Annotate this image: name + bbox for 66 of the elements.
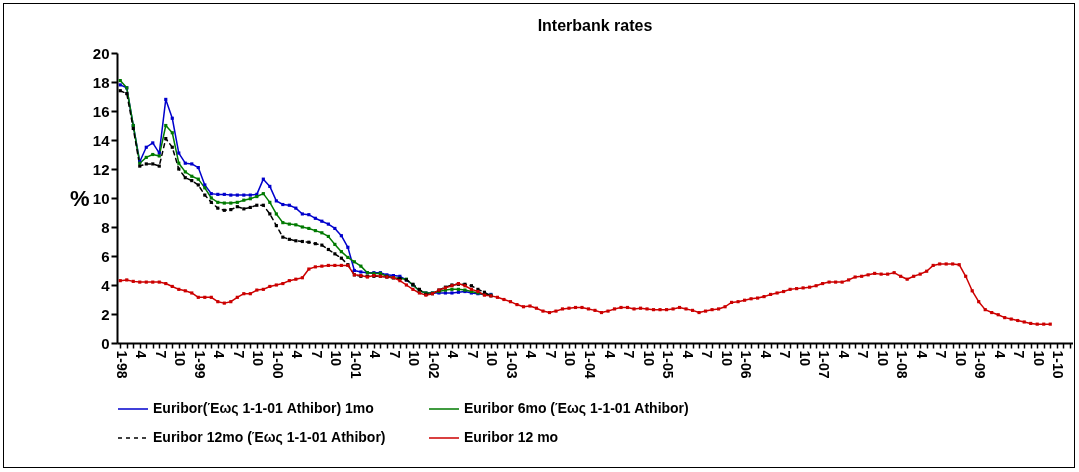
x-tick-label: 10 [328, 350, 345, 367]
x-tick-label: 4 [133, 350, 150, 359]
x-tick-label: 4 [679, 350, 696, 359]
x-tick-label: 7 [699, 350, 716, 359]
x-tick-label: 1-99 [191, 350, 208, 379]
x-tick-label: 1-06 [738, 350, 755, 379]
x-tick-label: 1-02 [425, 350, 442, 379]
y-tick-label: 20 [92, 44, 110, 62]
y-tick-label: 8 [101, 218, 110, 236]
x-tick-label: 10 [718, 350, 735, 367]
y-tick-label: 14 [92, 131, 111, 149]
legend-label: Euribor 6mo (Έως 1-1-01 Athibor) [464, 400, 689, 416]
x-tick-label: 10 [562, 350, 579, 367]
y-tick-label: 6 [101, 247, 110, 265]
legend-label: Euribor 12mo (Έως 1-1-01 Athibor) [153, 429, 386, 445]
x-tick-label: 10 [172, 350, 189, 367]
x-tick-label: 10 [250, 350, 267, 367]
x-tick-label: 7 [308, 350, 325, 359]
x-tick-label: 4 [757, 350, 774, 359]
x-tick-label: 7 [542, 350, 559, 359]
x-tick-label: 7 [855, 350, 872, 359]
legend-label: Euribor(Έως 1-1-01 Athibor) 1mo [153, 400, 374, 416]
x-tick-label: 10 [406, 350, 423, 367]
x-tick-label: 10 [874, 350, 891, 367]
x-tick-label: 4 [913, 350, 930, 359]
y-tick-label: 18 [92, 73, 110, 91]
x-tick-label: 10 [640, 350, 657, 367]
x-tick-label: 4 [211, 350, 228, 359]
x-tick-label: 1-08 [894, 350, 911, 379]
y-tick-label: 4 [101, 276, 111, 294]
x-tick-label: 10 [796, 350, 813, 367]
x-tick-label: 4 [445, 350, 462, 359]
x-tick-label: 10 [1030, 350, 1047, 367]
x-tick-label: 1-00 [269, 350, 286, 379]
x-tick-label: 7 [1011, 350, 1028, 359]
x-tick-label: 7 [464, 350, 481, 359]
x-tick-label: 4 [367, 350, 384, 359]
x-tick-label: 7 [933, 350, 950, 359]
x-tick-label: 1-98 [113, 350, 130, 379]
x-tick-label: 4 [991, 350, 1008, 359]
x-tick-label: 1-09 [972, 350, 989, 379]
x-tick-label: 1-10 [1050, 350, 1067, 379]
legend-label: Euribor 12 mo [464, 429, 559, 445]
y-tick-label: 10 [92, 189, 110, 207]
y-tick-label: 12 [92, 160, 110, 178]
y-tick-label: 16 [92, 102, 110, 120]
x-tick-label: 4 [523, 350, 540, 359]
x-tick-label: 1-01 [347, 350, 364, 379]
x-tick-label: 1-04 [582, 350, 598, 379]
x-tick-label: 4 [601, 350, 618, 359]
x-tick-label: 7 [386, 350, 403, 359]
x-tick-label: 7 [152, 350, 169, 359]
chart-title: Interbank rates [537, 17, 653, 34]
x-tick-label: 7 [777, 350, 794, 359]
x-tick-label: 1-05 [660, 350, 677, 379]
y-axis-title: % [69, 185, 90, 211]
x-tick-label: 4 [289, 350, 306, 359]
x-tick-label: 7 [621, 350, 638, 359]
x-tick-label: 1-03 [503, 350, 520, 379]
x-tick-label: 4 [835, 350, 852, 359]
x-tick-label: 10 [952, 350, 969, 367]
y-tick-label: 0 [101, 334, 110, 352]
x-tick-label: 7 [230, 350, 247, 359]
y-tick-label: 2 [101, 305, 110, 323]
x-tick-label: 1-07 [816, 350, 833, 379]
x-tick-label: 10 [484, 350, 501, 367]
